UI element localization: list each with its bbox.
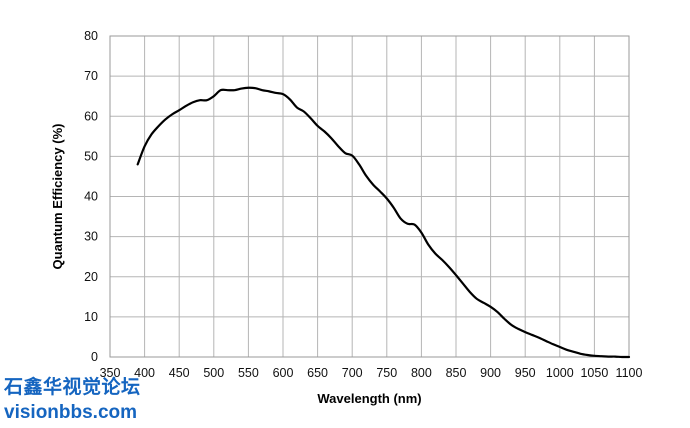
watermark-chinese-text: 石鑫华视觉论坛 bbox=[4, 376, 141, 398]
x-tick-label: 600 bbox=[273, 366, 294, 380]
y-tick-label: 50 bbox=[84, 149, 98, 163]
watermark-url: visionbbs.com bbox=[4, 402, 138, 423]
grid-lines bbox=[109, 35, 630, 358]
x-tick-label: 1050 bbox=[580, 366, 608, 380]
x-tick-label: 1100 bbox=[616, 366, 643, 380]
x-tick-label: 350 bbox=[100, 366, 121, 380]
x-tick-label: 450 bbox=[169, 366, 190, 380]
x-tick-label: 550 bbox=[238, 366, 259, 380]
x-tick-label: 400 bbox=[134, 366, 155, 380]
y-tick-label: 40 bbox=[84, 190, 98, 204]
x-tick-label: 1000 bbox=[546, 366, 574, 380]
y-axis-title: Quantum Efficiency (%) bbox=[50, 124, 65, 270]
y-tick-label: 80 bbox=[84, 29, 98, 43]
x-tick-label: 750 bbox=[376, 366, 397, 380]
y-tick-label: 70 bbox=[84, 69, 98, 83]
x-tick-label: 950 bbox=[515, 366, 536, 380]
y-tick-label: 10 bbox=[84, 310, 98, 324]
x-tick-labels: 350 400 450 500 550 600 650 700 750 800 850 900 950 1… bbox=[100, 366, 643, 380]
x-tick-label: 900 bbox=[480, 366, 501, 380]
x-tick-label: 850 bbox=[446, 366, 467, 380]
plot-frame bbox=[109, 35, 630, 358]
x-tick-label: 800 bbox=[411, 366, 432, 380]
y-tick-label: 20 bbox=[84, 270, 98, 284]
y-tick-label: 30 bbox=[84, 230, 98, 244]
x-tick-label: 500 bbox=[203, 366, 224, 380]
y-tick-label: 0 bbox=[91, 350, 98, 364]
x-tick-label: 700 bbox=[342, 366, 363, 380]
series-line-quantum-efficiency bbox=[136, 86, 631, 359]
y-tick-labels: 0 10 20 30 40 50 60 70 80 bbox=[84, 29, 98, 364]
x-axis-title: Wavelength (nm) bbox=[317, 391, 421, 406]
y-tick-label: 60 bbox=[84, 109, 98, 123]
x-tick-label: 650 bbox=[307, 366, 328, 380]
